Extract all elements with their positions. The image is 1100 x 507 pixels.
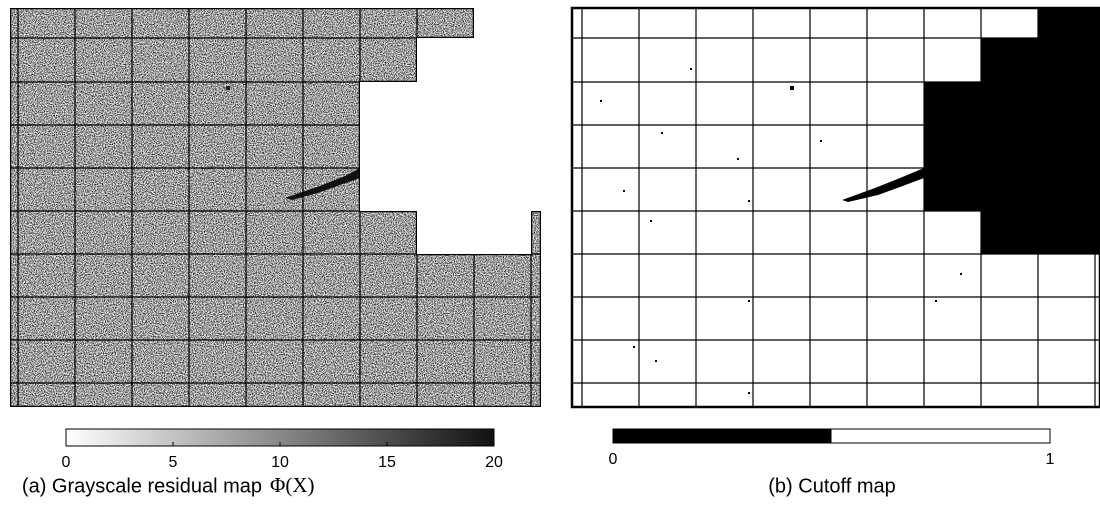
tick-label: 1 — [1046, 451, 1055, 468]
tick-label: 0 — [62, 454, 71, 471]
tick-label: 5 — [169, 454, 178, 471]
tick-label: 20 — [485, 454, 503, 471]
tick-label: 10 — [271, 454, 289, 471]
tick-label: 15 — [378, 454, 396, 471]
cutoff-region — [613, 429, 832, 443]
cutoff-map — [570, 6, 1100, 409]
tick-label: 0 — [609, 451, 618, 468]
caption: (a) Grayscale residual map — [22, 475, 262, 497]
residual-map — [10, 8, 541, 407]
caption-symbol: Φ(X) — [270, 473, 315, 497]
caption: (b) Cutoff map — [768, 475, 895, 497]
